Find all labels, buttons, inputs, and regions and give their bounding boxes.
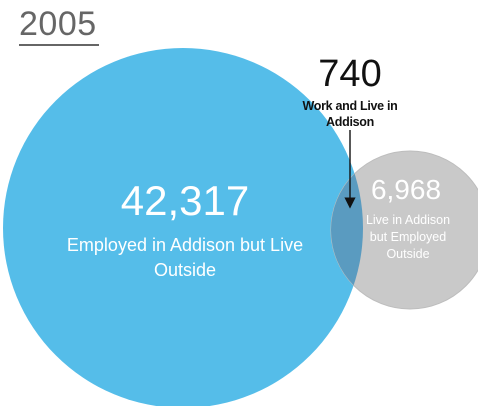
employed-in-addison-circle [3, 48, 363, 406]
year-title: 2005 [19, 5, 97, 43]
employed-outside-label: Employed in Addison but Live Outside [66, 235, 304, 280]
live-outside-count: 6,968 [370, 174, 442, 205]
year-title-underline [19, 44, 99, 46]
live-outside-label: Live in Addison but Employed Outside [365, 213, 451, 261]
overlap-count: 740 [318, 53, 382, 95]
employed-outside-count: 42,317 [120, 177, 250, 224]
overlap-label: Work and Live in Addison [302, 99, 398, 129]
